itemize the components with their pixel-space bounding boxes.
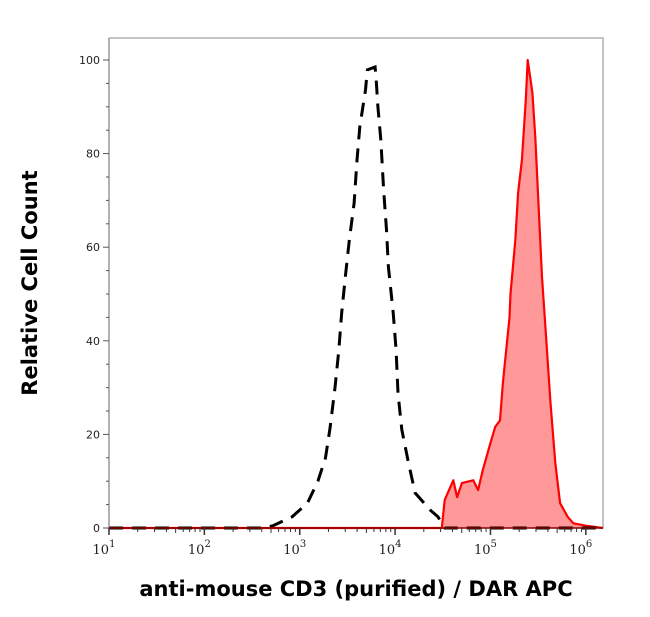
y-tick-label: 40 <box>86 335 100 348</box>
x-tick-base: 10 <box>474 543 491 558</box>
y-tick-label: 100 <box>79 54 100 67</box>
series-1-fill <box>109 60 603 528</box>
x-tick-exponent: 1 <box>109 539 115 550</box>
x-tick-label: 101 <box>93 539 116 558</box>
x-tick-exponent: 2 <box>204 539 210 550</box>
x-tick-label: 102 <box>188 539 211 558</box>
x-tick-label: 106 <box>569 539 592 558</box>
x-tick-exponent: 4 <box>395 539 401 550</box>
series-0-line <box>109 64 603 530</box>
x-tick-label: 103 <box>283 539 306 558</box>
x-tick-label: 105 <box>474 539 497 558</box>
y-tick-label: 20 <box>86 428 100 441</box>
x-tick-exponent: 5 <box>491 539 497 550</box>
x-tick-exponent: 6 <box>586 539 592 550</box>
x-axis-title: anti-mouse CD3 (purified) / DAR APC <box>139 577 572 601</box>
x-tick-base: 10 <box>283 543 300 558</box>
y-tick-label: 60 <box>86 241 100 254</box>
y-axis-title: Relative Cell Count <box>18 170 42 395</box>
series-1-line <box>109 58 604 530</box>
x-tick-base: 10 <box>93 543 110 558</box>
y-tick-label: 80 <box>86 148 100 161</box>
x-tick-base: 10 <box>188 543 205 558</box>
y-tick-label: 0 <box>93 522 100 535</box>
x-tick-base: 10 <box>379 543 396 558</box>
x-tick-exponent: 3 <box>300 539 306 550</box>
x-tick-label: 104 <box>379 539 402 558</box>
x-tick-base: 10 <box>569 543 586 558</box>
